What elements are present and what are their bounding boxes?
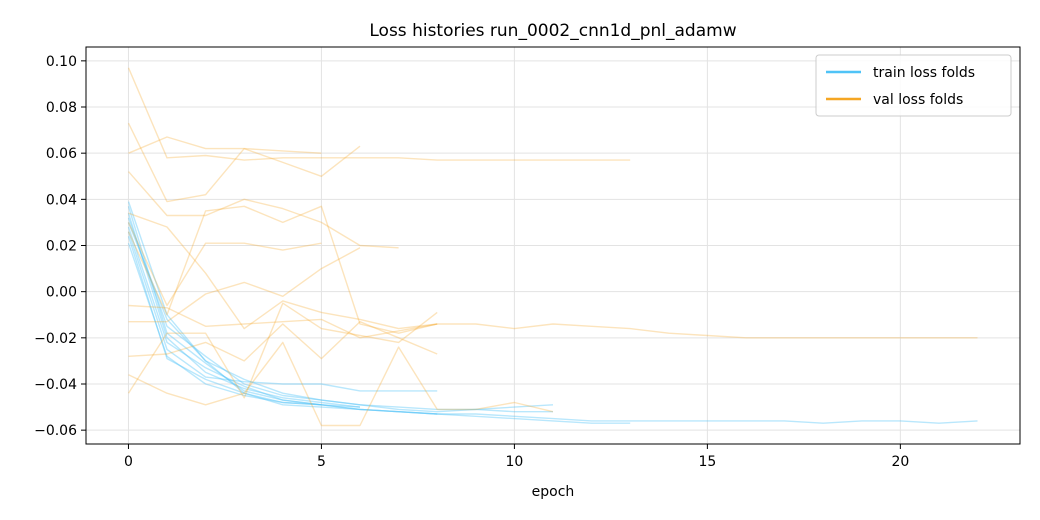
train-loss-fold-line [127, 206, 631, 424]
val-loss-fold-line [127, 122, 361, 203]
y-tick-label: 0.08 [46, 100, 77, 116]
train-loss-fold-line [127, 217, 554, 413]
train-loss-fold-line [127, 226, 438, 415]
y-tick-label: 0.10 [46, 54, 77, 70]
x-tick-label: 0 [124, 454, 133, 470]
val-loss-fold-line [127, 171, 399, 249]
legend-label-train: train loss folds [873, 65, 975, 81]
y-axis: −0.06 −0.04 −0.02 0.00 0.02 0.04 0.06 0.08 0.10 [34, 54, 86, 439]
chart-title: Loss histories run_0002_cnn1d_pnl_adamw [369, 21, 736, 41]
x-tick-label: 10 [505, 454, 523, 470]
legend-box [815, 54, 1012, 117]
val-loss-fold-line [128, 247, 361, 323]
train-loss-fold-line [127, 236, 322, 406]
val-loss-fold-line [128, 136, 322, 154]
val-loss-fold-line [127, 302, 438, 399]
x-tick-label: 20 [891, 454, 909, 470]
val-loss-fold-line [128, 341, 554, 427]
y-tick-label: 0.04 [46, 192, 77, 208]
train-loss-fold-line [127, 201, 978, 424]
series-layer [127, 67, 978, 427]
val-loss-fold-line [127, 67, 631, 161]
x-tick-label: 5 [317, 454, 326, 470]
train-loss-fold-line [127, 242, 361, 408]
val-loss-fold-line [128, 321, 438, 362]
legend: train loss folds val loss folds [815, 54, 1012, 117]
val-loss-fold-line [127, 205, 978, 339]
val-loss-fold-line [128, 304, 438, 339]
x-axis-label: epoch [532, 484, 575, 500]
train-loss-fold-line [127, 222, 553, 413]
val-loss-fold-line [128, 212, 438, 330]
val-loss-fold-line [127, 222, 322, 307]
y-tick-label: −0.06 [34, 423, 77, 439]
x-tick-label: 15 [698, 454, 716, 470]
x-axis: 0 5 10 15 20 [124, 444, 909, 470]
train-loss-fold-line [127, 231, 438, 392]
y-tick-label: −0.04 [34, 377, 77, 393]
y-tick-label: 0.02 [46, 239, 77, 255]
y-tick-label: 0.00 [46, 285, 77, 301]
y-tick-label: 0.06 [46, 146, 77, 162]
train-loss-fold-line [127, 212, 361, 408]
legend-label-val: val loss folds [873, 92, 963, 108]
y-tick-label: −0.02 [34, 331, 77, 347]
